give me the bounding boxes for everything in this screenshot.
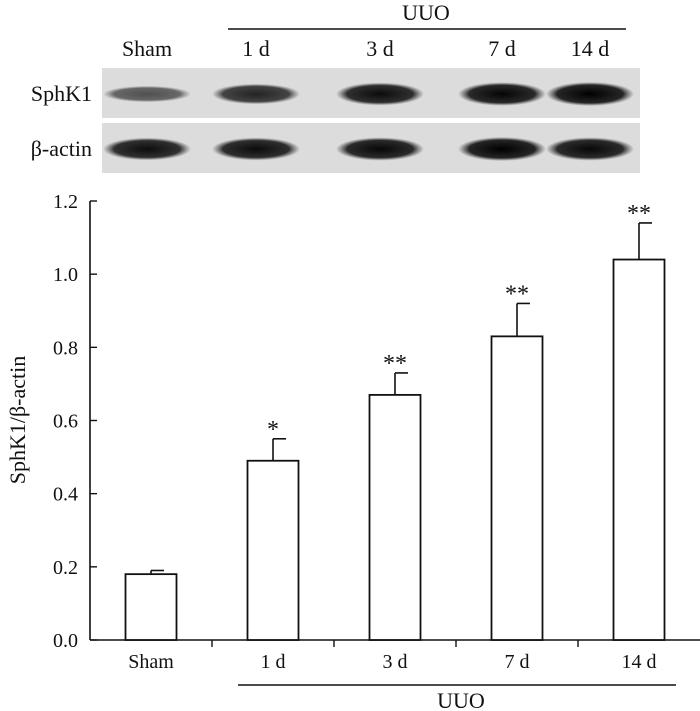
bar xyxy=(124,573,178,641)
blot-group-label: UUO xyxy=(402,0,450,25)
blot-row-label: β-actin xyxy=(31,136,92,161)
blot-band xyxy=(103,85,191,103)
x-tick-label: Sham xyxy=(128,651,174,673)
y-ticks: 0.0 0.2 0.4 0.6 0.8 1.0 1.2 xyxy=(53,191,97,652)
blot-row-label: SphK1 xyxy=(31,81,92,106)
x-tick-label: 7 d xyxy=(505,651,530,673)
blot-bands xyxy=(102,68,640,173)
x-tick-labels: Sham 1 d 3 d 7 d 14 d xyxy=(128,640,657,673)
x-tick-label: 3 d xyxy=(383,651,408,673)
blot-band xyxy=(336,137,424,161)
bar xyxy=(246,459,300,641)
blot-band xyxy=(336,82,424,106)
bar xyxy=(612,258,666,641)
blot-band xyxy=(546,137,634,161)
y-tick-label: 1.0 xyxy=(53,264,78,286)
blot-lane-label: 3 d xyxy=(366,36,394,61)
significance-marker: ** xyxy=(383,351,407,377)
blot-lane-label: 14 d xyxy=(571,36,610,61)
y-tick-label: 0.0 xyxy=(53,630,78,652)
blot-band xyxy=(458,82,546,106)
x-group-label: UUO xyxy=(437,688,485,711)
significance-marker: * xyxy=(267,417,279,443)
y-tick-label: 0.8 xyxy=(53,337,78,359)
y-tick-label: 0.6 xyxy=(53,411,78,433)
bar xyxy=(368,393,422,641)
bar-chart: SphK1/β-actin 0.00.20.40.60.81.01.2 ****… xyxy=(5,191,700,711)
blot-band xyxy=(546,82,634,106)
y-axis-label: SphK1/β-actin xyxy=(5,356,30,485)
blot-band xyxy=(212,83,300,105)
blot-lane-labels: Sham 1 d 3 d 7 d 14 d xyxy=(122,36,609,61)
western-blot-panel: UUO Sham 1 d 3 d 7 d 14 d SphK1 β-actin xyxy=(31,0,640,173)
blot-row-labels: SphK1 β-actin xyxy=(31,81,92,161)
significance-marker: ** xyxy=(505,281,529,307)
bar xyxy=(490,335,544,641)
x-tick-label: 14 d xyxy=(622,651,657,673)
blot-lane-label: 7 d xyxy=(488,36,516,61)
blot-band xyxy=(103,137,191,161)
bars: ******* xyxy=(124,201,666,641)
significance-marker: ** xyxy=(627,201,651,227)
blot-band xyxy=(458,137,546,161)
y-tick-label: 1.2 xyxy=(53,191,78,213)
y-tick-label: 0.2 xyxy=(53,557,78,579)
y-tick-label: 0.4 xyxy=(53,484,78,506)
blot-band xyxy=(212,137,300,161)
blot-lane-label: Sham xyxy=(122,36,172,61)
blot-lane-label: 1 d xyxy=(242,36,270,61)
x-tick-label: 1 d xyxy=(261,651,286,673)
